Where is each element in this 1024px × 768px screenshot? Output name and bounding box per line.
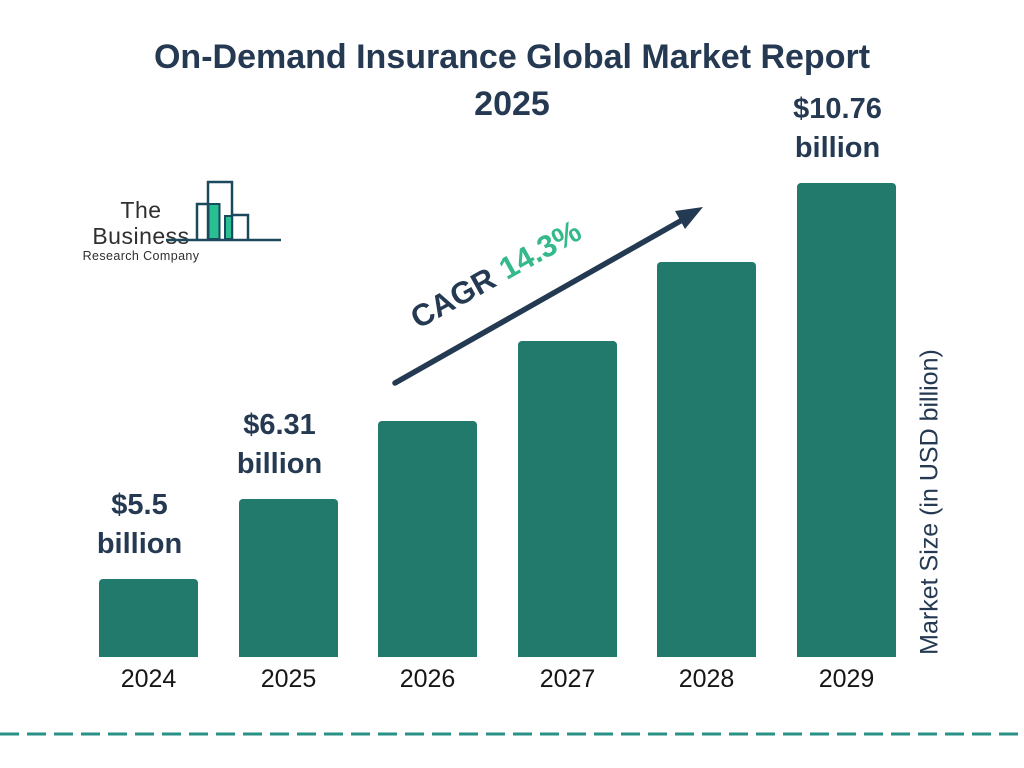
x-tick-2025: 2025 [260, 665, 317, 693]
x-tick-2024: 2024 [120, 665, 177, 693]
value-label-2025: $6.31 billion [236, 409, 323, 480]
cagr-label: CAGR [404, 260, 502, 336]
bar-2024 [99, 579, 198, 657]
x-tick-2028: 2028 [678, 665, 735, 693]
brand-logo-bars-icon [166, 180, 281, 242]
x-tick-2026: 2026 [399, 665, 456, 693]
cagr-annotation: CAGR14.3% [397, 209, 600, 351]
y-axis-title: Market Size (in USD billion) [915, 349, 944, 655]
bar-2026 [378, 421, 477, 657]
chart-title-line1: On-Demand Insurance Global Market Report [153, 38, 871, 76]
brand-logo-text: The Business Research Company [76, 197, 206, 264]
brand-name: The Business [92, 197, 190, 249]
bar-2029 [797, 183, 896, 657]
brand-subname: Research Company [82, 249, 200, 263]
bar-2025 [239, 499, 338, 657]
chart-title-line2: 2025 [474, 85, 550, 123]
chart-title: On-Demand Insurance Global Market Report… [0, 34, 1024, 128]
x-tick-2027: 2027 [539, 665, 596, 693]
value-label-2024: $5.5 billion [96, 489, 183, 560]
cagr-value: 14.3% [493, 213, 588, 287]
bar-2028 [657, 262, 756, 657]
bar-2027 [518, 341, 617, 657]
value-label-2029: $10.76 billion [793, 93, 882, 164]
x-tick-2029: 2029 [818, 665, 875, 693]
